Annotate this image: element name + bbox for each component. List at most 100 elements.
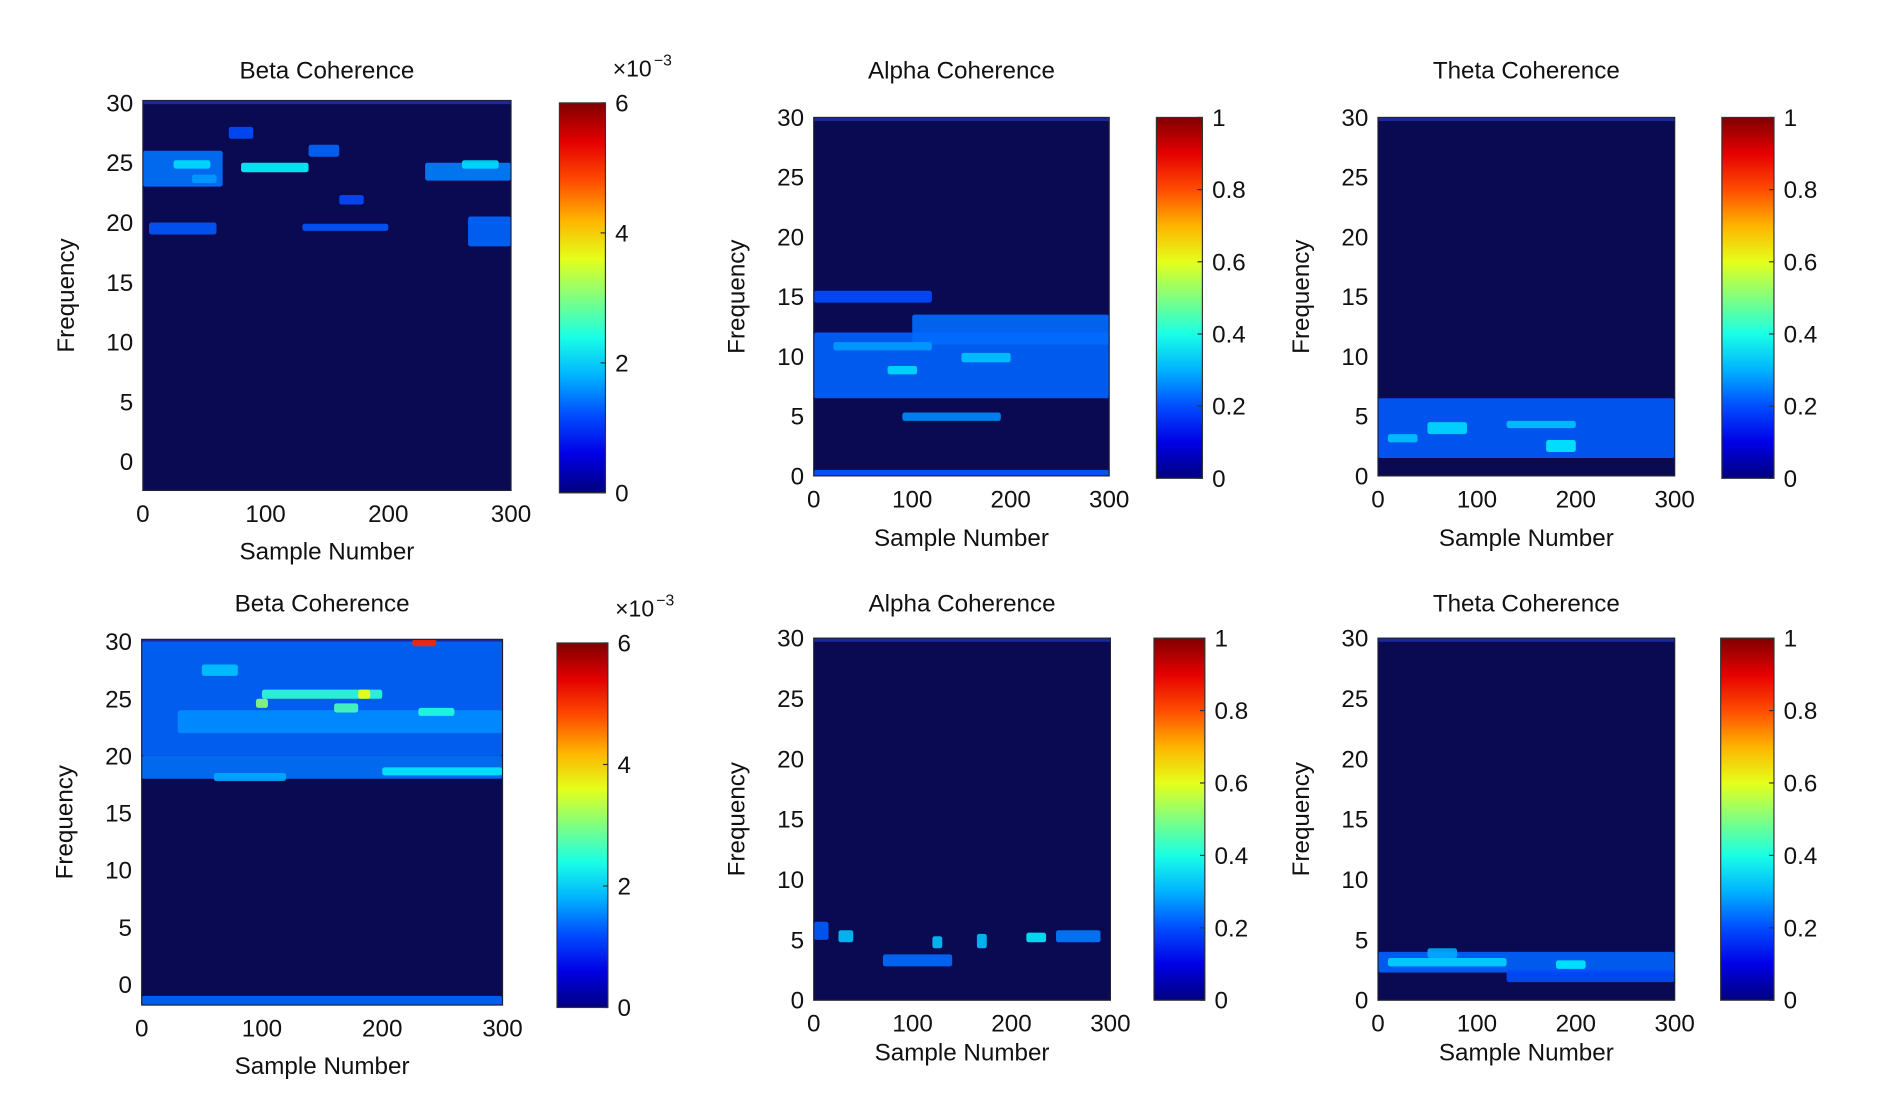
y-tick-label: 30 — [1341, 626, 1368, 653]
x-tick-label: 200 — [368, 501, 408, 528]
heatmap-cell — [1387, 957, 1507, 967]
heatmap-background — [1378, 638, 1675, 1001]
chart-title: Theta Coherence — [1433, 591, 1620, 618]
y-tick-label: 0 — [1355, 463, 1368, 490]
colorbar-tick-label: 0.2 — [1784, 915, 1818, 942]
x-tick-label: 200 — [1556, 1011, 1596, 1038]
colorbar-tick-label: 2 — [618, 873, 631, 900]
heatmap-cell — [1427, 422, 1468, 435]
heatmap-cell — [418, 707, 455, 716]
x-axis-label: Sample Number — [1439, 1040, 1614, 1067]
heatmap-cell — [1506, 420, 1576, 429]
colorbar-tick-label: 4 — [618, 752, 631, 779]
colorbar — [558, 102, 607, 494]
heatmap-cell — [961, 352, 1011, 363]
heatmap-cell — [191, 174, 217, 184]
x-tick-label: 100 — [892, 486, 932, 513]
colorbar-tick-label: 0 — [1215, 988, 1228, 1015]
colorbar-tick-label: 0.6 — [1212, 249, 1246, 276]
y-tick-label: 10 — [1341, 867, 1368, 894]
heatmap-top-edge — [1378, 117, 1675, 122]
heatmap-cell — [213, 773, 287, 782]
colorbar-tick-label: 1 — [1784, 105, 1797, 132]
x-tick-label: 0 — [807, 1011, 820, 1038]
y-tick-label: 5 — [791, 404, 804, 431]
y-tick-label: 15 — [1341, 284, 1368, 311]
y-tick-label: 25 — [777, 686, 804, 713]
heatmap-top-edge — [813, 117, 1110, 122]
y-tick-label: 30 — [105, 629, 132, 656]
x-tick-label: 100 — [892, 1011, 932, 1038]
x-tick-label: 100 — [1457, 1011, 1497, 1038]
heatmap-cell — [813, 921, 829, 940]
heatmap-cell — [1056, 930, 1101, 943]
plot-frame — [1377, 637, 1676, 1001]
heatmap-cell — [201, 664, 238, 676]
colorbar — [1153, 637, 1206, 1001]
x-tick-label: 300 — [1089, 486, 1129, 513]
heatmap-cell — [339, 194, 364, 205]
y-tick-label: 15 — [106, 270, 133, 297]
y-tick-label: 5 — [791, 927, 804, 954]
y-tick-label: 5 — [120, 389, 133, 416]
heatmap-cell — [887, 365, 918, 375]
colorbar-exponent-power: −3 — [654, 52, 672, 69]
heatmap-cell — [141, 995, 503, 1006]
heatmap-cell — [334, 703, 359, 713]
x-axis-label: Sample Number — [235, 1053, 410, 1080]
x-tick-label: 300 — [1654, 486, 1694, 513]
plot-frame — [1377, 116, 1676, 477]
colorbar-tick-label: 2 — [615, 350, 628, 377]
x-axis-label: Sample Number — [1439, 525, 1614, 552]
plot-frame — [142, 99, 512, 492]
y-tick-label: 25 — [1341, 165, 1368, 192]
heatmap-cell — [382, 767, 503, 776]
x-axis-label: Sample Number — [875, 1040, 1050, 1067]
colorbar — [1721, 116, 1775, 479]
colorbar-tick-label: 0.8 — [1212, 177, 1246, 204]
y-tick-label: 20 — [777, 746, 804, 773]
x-tick-label: 200 — [991, 1011, 1031, 1038]
chart-title: Alpha Coherence — [868, 58, 1055, 85]
chart-title: Theta Coherence — [1433, 58, 1620, 85]
heatmap-cell — [261, 689, 383, 699]
y-tick-label: 0 — [791, 988, 804, 1015]
y-tick-label: 30 — [777, 105, 804, 132]
y-tick-label: 10 — [777, 344, 804, 371]
chart-title: Alpha Coherence — [869, 591, 1056, 618]
y-tick-label: 25 — [777, 165, 804, 192]
colorbar-exponent-power: −3 — [656, 592, 674, 609]
colorbar-tick-label: 0.4 — [1784, 321, 1818, 348]
y-tick-label: 5 — [119, 915, 132, 942]
colorbar-tick-label: 0.6 — [1784, 770, 1818, 797]
heatmap-top-edge — [813, 638, 1111, 642]
y-tick-label: 25 — [1341, 686, 1368, 713]
heatmap-cell — [358, 689, 371, 699]
y-tick-label: 5 — [1355, 404, 1368, 431]
heatmap-cell — [308, 144, 340, 157]
heatmap-cell — [882, 954, 953, 967]
x-tick-label: 200 — [1556, 486, 1596, 513]
colorbar-tick-label: 1 — [1212, 105, 1225, 132]
x-tick-label: 0 — [135, 1016, 148, 1043]
heatmap-cell — [976, 933, 987, 949]
colorbar-tick-label: 6 — [618, 630, 631, 657]
y-tick-label: 15 — [105, 801, 132, 828]
colorbar-tick-label: 0.8 — [1784, 698, 1818, 725]
heatmap-top-edge — [141, 639, 503, 643]
x-tick-label: 300 — [482, 1016, 522, 1043]
heatmap-top-edge — [142, 100, 511, 105]
x-tick-label: 0 — [807, 486, 820, 513]
y-tick-label: 10 — [777, 867, 804, 894]
heatmap-cell — [173, 160, 211, 169]
y-tick-label: 0 — [1355, 988, 1368, 1015]
heatmap-cell — [1026, 932, 1047, 943]
x-tick-label: 300 — [1654, 1011, 1694, 1038]
